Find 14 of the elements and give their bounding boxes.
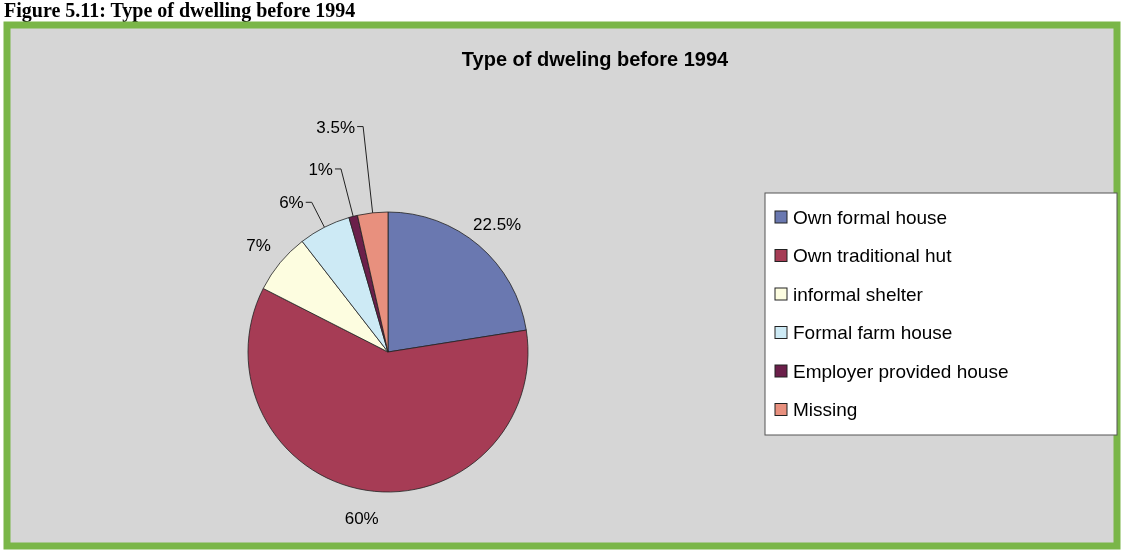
legend-label: Own traditional hut — [793, 245, 953, 267]
data-label: 22.5% — [473, 215, 522, 235]
legend-label: Own formal house — [793, 206, 948, 228]
chart-title: Type of dweling before 1994 — [461, 48, 730, 70]
data-label: 7% — [246, 235, 271, 255]
caption: Figure 5.11: Type of dwelling before 1994 — [4, 0, 356, 22]
legend-label: informal shelter — [793, 283, 924, 305]
legend-label: Missing — [793, 399, 858, 421]
legend-label: Formal farm house — [793, 322, 953, 344]
data-label: 1% — [308, 159, 333, 179]
data-label: 3.5% — [316, 117, 356, 137]
legend-label: Employer provided house — [793, 360, 1009, 382]
data-label: 60% — [344, 508, 379, 528]
data-label: 6% — [279, 193, 304, 213]
